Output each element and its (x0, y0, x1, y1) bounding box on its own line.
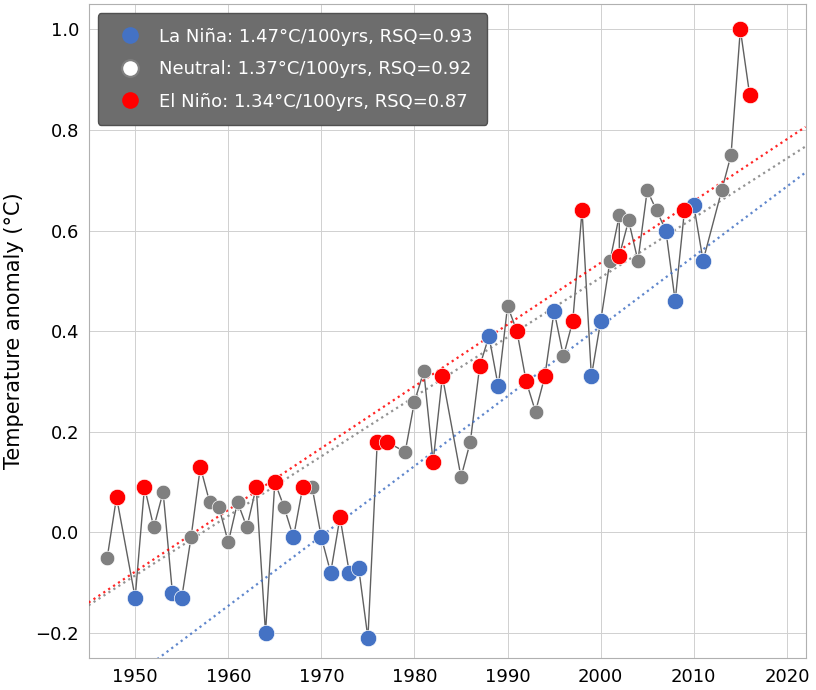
Point (305, 482, 318, 493)
Point (166, 587, 179, 598)
Point (352, 562, 365, 573)
Point (548, 306, 561, 317)
Point (296, 482, 309, 493)
Point (287, 532, 300, 543)
Point (463, 436, 477, 447)
Point (734, 23, 747, 34)
Point (529, 406, 542, 417)
Point (184, 532, 197, 543)
Point (455, 471, 468, 482)
Point (129, 592, 142, 603)
Point (613, 250, 626, 262)
Point (157, 486, 170, 497)
Point (222, 537, 235, 548)
Y-axis label: Temperature anomaly (°C): Temperature anomaly (°C) (4, 193, 24, 469)
Point (370, 436, 384, 447)
Point (380, 436, 393, 447)
Point (632, 255, 645, 266)
Point (473, 361, 486, 372)
Point (725, 150, 738, 161)
Point (575, 205, 588, 216)
Point (622, 215, 635, 226)
Point (436, 371, 449, 382)
Point (212, 502, 225, 513)
Point (259, 627, 272, 638)
Point (687, 200, 700, 211)
Point (566, 315, 579, 326)
Point (203, 497, 216, 508)
Point (231, 497, 244, 508)
Point (678, 205, 691, 216)
Point (100, 552, 113, 563)
Point (361, 633, 375, 644)
Point (641, 185, 654, 196)
Point (557, 351, 570, 362)
Point (510, 326, 523, 337)
Point (324, 567, 337, 578)
Point (678, 205, 691, 216)
Point (668, 295, 681, 306)
Point (492, 381, 505, 392)
Point (604, 255, 617, 266)
Point (520, 376, 533, 387)
Point (241, 522, 254, 533)
Point (147, 522, 160, 533)
Point (594, 315, 607, 326)
Point (399, 446, 412, 457)
Point (417, 366, 430, 377)
Point (268, 477, 282, 488)
Point (697, 255, 710, 266)
Point (315, 532, 328, 543)
Point (343, 567, 356, 578)
Legend: La Niña: 1.47°C/100yrs, RSQ=0.93, Neutral: 1.37°C/100yrs, RSQ=0.92, El Niño: 1.3: La Niña: 1.47°C/100yrs, RSQ=0.93, Neutra… (98, 13, 487, 125)
Point (715, 185, 728, 196)
Point (659, 225, 672, 236)
Point (539, 371, 552, 382)
Point (650, 205, 663, 216)
Point (743, 89, 756, 100)
Point (250, 482, 263, 493)
Point (482, 331, 495, 342)
Point (501, 300, 514, 311)
Point (250, 482, 263, 493)
Point (334, 512, 347, 523)
Point (427, 456, 440, 467)
Point (408, 396, 421, 407)
Point (138, 482, 151, 493)
Point (110, 491, 123, 502)
Point (585, 371, 598, 382)
Point (613, 210, 626, 221)
Point (194, 462, 207, 473)
Point (277, 502, 290, 513)
Point (175, 592, 188, 603)
